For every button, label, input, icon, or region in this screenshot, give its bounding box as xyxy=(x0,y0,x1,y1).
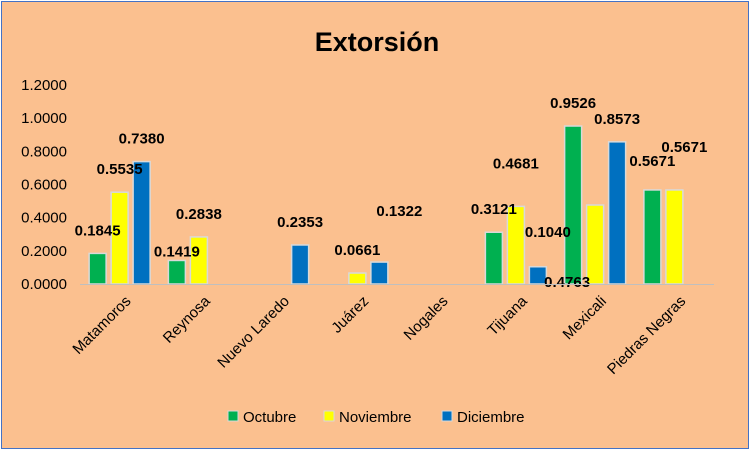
chart-canvas: Extorsión 0.0000 0.2000 0.4000 0.6000 0.8000… xyxy=(21,27,714,426)
y-tick-label: 0.4000 xyxy=(21,210,67,227)
bar-diciembre-mexicali xyxy=(607,141,627,285)
data-label-diciembre-nuevo-laredo: 0.2353 xyxy=(277,214,323,231)
y-axis: 0.0000 0.2000 0.4000 0.6000 0.8000 1.0000 1.20… xyxy=(21,77,67,293)
bar-octubre-piedras-negras xyxy=(643,189,662,285)
bar-octubre-mexicali xyxy=(563,125,583,285)
category-label-nogales: Nogales xyxy=(401,293,452,344)
data-label-octubre-mexicali: 0.9526 xyxy=(550,95,596,112)
data-label-noviembre-piedras-negras: 0.5671 xyxy=(661,139,707,156)
chart-title: Extorsión xyxy=(315,27,440,57)
category-label-reynosa: Reynosa xyxy=(160,292,214,346)
bar-octubre-tijuana xyxy=(484,231,504,285)
bar-noviembre-piedras-negras xyxy=(665,189,684,285)
category-label-tijuana: Tijuana xyxy=(484,292,531,339)
y-tick-label: 0.8000 xyxy=(21,143,67,160)
bar-octubre-reynosa xyxy=(167,259,187,285)
legend-swatch-noviembre xyxy=(323,410,335,422)
y-tick-label: 0.6000 xyxy=(21,177,67,194)
legend: Octubre Noviembre Diciembre xyxy=(227,409,525,426)
data-label-diciembre-juarez: 0.1322 xyxy=(376,203,422,220)
data-label-noviembre-mexicali: 0.4763 xyxy=(544,274,590,291)
y-tick-label: 0.0000 xyxy=(21,276,67,293)
bars-layer xyxy=(88,125,684,285)
bar-diciembre-nuevo-laredo xyxy=(290,244,310,285)
y-tick-label: 1.0000 xyxy=(21,110,67,127)
category-label-matamoros: Matamoros xyxy=(69,293,134,358)
bar-diciembre-juarez xyxy=(370,261,389,285)
bar-octubre-matamoros xyxy=(88,252,107,285)
x-axis: Matamoros Reynosa Nuevo Laredo Juárez Nogale… xyxy=(69,284,714,378)
legend-swatch-diciembre xyxy=(441,410,453,422)
data-labels-layer: 0.1845 0.5535 0.7380 0.1419 0.2838 0.2353 0.06… xyxy=(75,95,708,291)
y-tick-label: 1.2000 xyxy=(21,77,67,94)
data-label-octubre-piedras-negras: 0.5671 xyxy=(629,153,675,170)
data-label-noviembre-matamoros: 0.5535 xyxy=(97,161,143,178)
data-label-octubre-reynosa: 0.1419 xyxy=(154,243,200,260)
data-label-noviembre-reynosa: 0.2838 xyxy=(176,206,222,223)
legend-label-octubre: Octubre xyxy=(243,409,296,426)
data-label-diciembre-tijuana: 0.1040 xyxy=(525,224,571,241)
data-label-octubre-tijuana: 0.3121 xyxy=(471,201,517,218)
category-label-nuevo-laredo: Nuevo Laredo xyxy=(214,293,293,372)
bar-noviembre-juarez xyxy=(348,272,367,285)
data-label-diciembre-matamoros: 0.7380 xyxy=(119,131,165,148)
bar-diciembre-matamoros xyxy=(132,160,151,285)
category-label-piedras-negras: Piedras Negras xyxy=(604,293,689,378)
data-label-octubre-matamoros: 0.1845 xyxy=(75,222,121,239)
y-tick-label: 0.2000 xyxy=(21,243,67,260)
data-label-noviembre-juarez: 0.0661 xyxy=(334,242,380,259)
bar-noviembre-mexicali xyxy=(585,204,605,285)
legend-label-noviembre: Noviembre xyxy=(339,409,412,426)
legend-label-diciembre: Diciembre xyxy=(457,409,525,426)
data-label-noviembre-tijuana: 0.4681 xyxy=(493,155,539,172)
legend-swatch-octubre xyxy=(227,410,239,422)
data-label-diciembre-mexicali: 0.8573 xyxy=(594,111,640,128)
category-label-juarez: Juárez xyxy=(328,293,372,337)
category-label-mexicali: Mexicali xyxy=(560,293,610,343)
